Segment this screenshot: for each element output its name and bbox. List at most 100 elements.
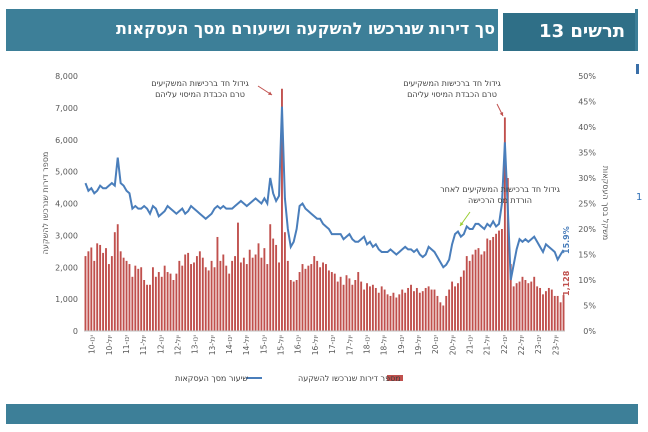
x-tick-label: ינו-13 bbox=[191, 335, 200, 354]
bar bbox=[515, 283, 518, 331]
legend-label-bars: מספר דירות שנרכשו להשקעה bbox=[298, 374, 401, 383]
x-tick-label: יול-19 bbox=[414, 335, 423, 356]
bar bbox=[325, 264, 327, 331]
bar bbox=[245, 264, 248, 331]
bar bbox=[377, 292, 380, 331]
side-text: 1 bbox=[636, 192, 643, 203]
annotation-arrowhead bbox=[268, 91, 272, 95]
bar bbox=[257, 243, 260, 331]
bar bbox=[398, 294, 401, 331]
bar bbox=[195, 256, 198, 331]
bar bbox=[424, 287, 427, 331]
bar bbox=[427, 286, 430, 332]
bar bbox=[351, 284, 354, 331]
bar bbox=[415, 287, 418, 331]
bar bbox=[216, 236, 219, 331]
x-tick-label: ינו-12 bbox=[156, 335, 165, 354]
x-tick-label: ינו-23 bbox=[534, 335, 543, 354]
bar bbox=[237, 222, 239, 332]
y-right-tick-label: 25% bbox=[578, 200, 596, 209]
bar bbox=[492, 236, 495, 331]
x-tick-label: ינו-11 bbox=[122, 335, 131, 354]
bar bbox=[160, 276, 163, 331]
x-tick-label: ינו-10 bbox=[88, 335, 97, 354]
bar bbox=[418, 292, 421, 331]
bar bbox=[125, 260, 128, 332]
y-left-tick-label: 0 bbox=[73, 327, 78, 336]
bar bbox=[410, 284, 412, 331]
bar bbox=[304, 268, 307, 331]
bar bbox=[483, 251, 486, 331]
bar bbox=[433, 289, 436, 331]
bar bbox=[457, 283, 459, 331]
bar bbox=[327, 270, 330, 331]
bar bbox=[275, 244, 278, 331]
bar bbox=[278, 262, 280, 331]
y-right-tick-label: 0% bbox=[583, 327, 596, 336]
bar bbox=[345, 275, 348, 331]
y-left-tick-label: 4,000 bbox=[55, 200, 78, 209]
bar-end-label: 1,128 bbox=[562, 270, 571, 296]
bar bbox=[157, 272, 160, 331]
y-right-tick-label: 50% bbox=[578, 72, 596, 81]
annotation-text: טרם הכבדת המיסוי עליהם bbox=[155, 90, 245, 99]
axes: 0 1,000 2,000 3,000 4,000 5,000 6,000 7,000 8,00… bbox=[41, 72, 610, 355]
bar bbox=[468, 260, 471, 332]
y-right-tick-label: 20% bbox=[578, 225, 596, 234]
bar bbox=[366, 283, 368, 331]
bar bbox=[163, 265, 166, 331]
y-right-tick-label: 10% bbox=[578, 276, 596, 285]
bar bbox=[172, 280, 175, 331]
x-tick-label: ינו-18 bbox=[362, 335, 371, 354]
bar bbox=[547, 287, 550, 331]
bar bbox=[316, 260, 319, 332]
y-right-axis-label: משקל בסך העסקאות bbox=[601, 166, 610, 240]
bar bbox=[462, 270, 465, 331]
bar bbox=[383, 289, 386, 331]
annotation-arrowhead bbox=[460, 222, 464, 226]
bar bbox=[219, 260, 222, 332]
bar bbox=[501, 229, 503, 331]
bar bbox=[213, 267, 216, 331]
annotation-text: טרם הכבדת המיסוי עליהם bbox=[407, 90, 497, 99]
bar bbox=[506, 178, 509, 331]
line-series bbox=[84, 106, 565, 281]
bar bbox=[498, 230, 500, 331]
bar bbox=[348, 278, 351, 331]
bar bbox=[392, 292, 395, 331]
bar-series bbox=[84, 88, 565, 332]
bar bbox=[204, 267, 207, 331]
legend: מספר דירות שנרכשו להשקעה שיעור מסך העסקאו… bbox=[175, 374, 403, 383]
y-left-tick-label: 1,000 bbox=[55, 295, 78, 304]
bar bbox=[322, 262, 324, 331]
x-tick-label: יול-11 bbox=[139, 335, 148, 356]
side-mark bbox=[636, 64, 639, 74]
x-tick-label: יול-18 bbox=[380, 335, 389, 356]
bar bbox=[231, 260, 234, 332]
x-tick-label: יול-21 bbox=[483, 335, 492, 356]
bar bbox=[234, 256, 236, 331]
annotation-text: גידול חד ברכישות המשקיעים bbox=[151, 79, 249, 88]
bar bbox=[301, 264, 304, 331]
bar bbox=[84, 256, 87, 331]
bar bbox=[283, 232, 286, 331]
x-tick-label: ינו-17 bbox=[328, 335, 337, 354]
bar bbox=[489, 240, 492, 331]
bar bbox=[559, 302, 562, 331]
x-tick-label: ינו-15 bbox=[259, 335, 268, 354]
bar bbox=[527, 283, 530, 331]
bar bbox=[272, 238, 275, 331]
figure-label-box: תרשים 13 bbox=[498, 9, 635, 51]
bar bbox=[190, 264, 192, 331]
bar bbox=[137, 268, 140, 331]
line-end-label: 15.9% bbox=[562, 226, 571, 254]
bar bbox=[357, 272, 360, 331]
y-left-tick-label: 5,000 bbox=[55, 168, 78, 177]
bar bbox=[102, 252, 105, 331]
bar bbox=[545, 291, 547, 331]
bar bbox=[342, 284, 345, 331]
bar bbox=[439, 302, 442, 331]
chart-title: סך דירות שנרכשו להשקעה ושיעורם מסך העסקא… bbox=[116, 19, 495, 38]
x-tick-label: יול-12 bbox=[174, 335, 183, 356]
